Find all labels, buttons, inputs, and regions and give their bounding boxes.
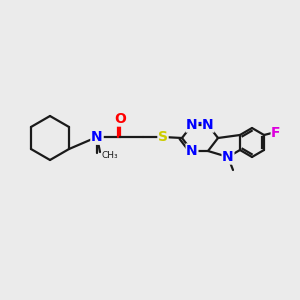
Text: N: N	[186, 144, 198, 158]
Text: N: N	[186, 118, 198, 132]
Text: N: N	[91, 130, 103, 144]
Text: CH₃: CH₃	[102, 152, 119, 160]
Text: F: F	[271, 126, 281, 140]
Text: N: N	[91, 130, 103, 144]
Text: S: S	[158, 130, 168, 144]
Text: O: O	[114, 112, 126, 126]
Text: N: N	[222, 150, 234, 164]
Text: N: N	[202, 118, 214, 132]
